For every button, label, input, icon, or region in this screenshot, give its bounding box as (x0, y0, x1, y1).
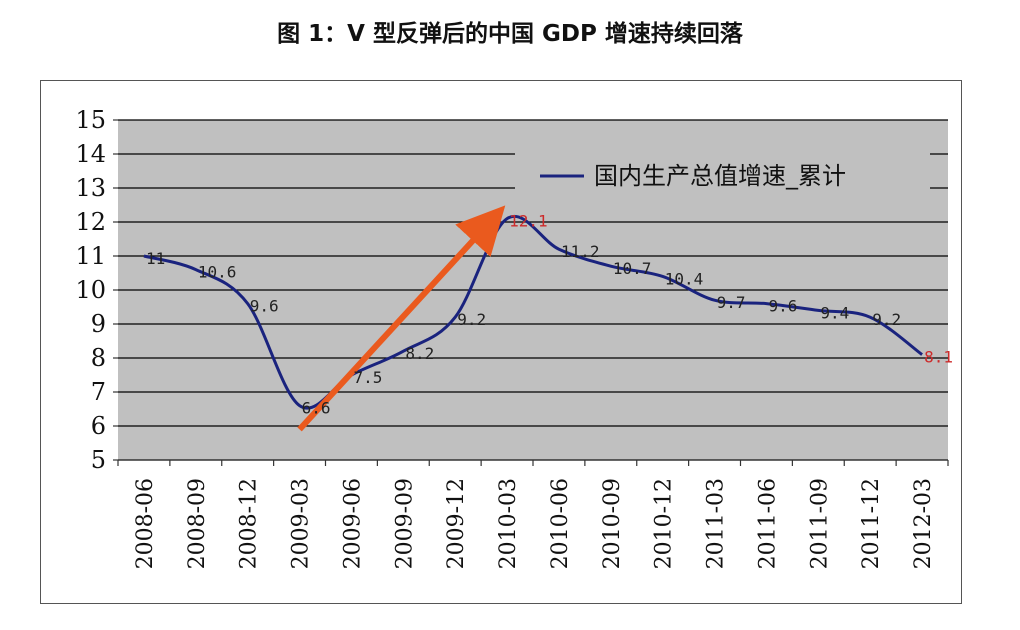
y-tick-label: 7 (91, 378, 106, 406)
y-tick-label: 12 (75, 208, 106, 236)
data-label: 6.6 (302, 399, 331, 418)
y-tick-label: 10 (75, 276, 106, 304)
x-tick-label: 2010-06 (548, 478, 573, 569)
x-axis: 2008-06 2008-09 2008-12 2009-03 2009-06 2009-… (117, 459, 949, 569)
x-tick-label: 2011-03 (704, 478, 729, 569)
y-tick-label: 15 (75, 106, 106, 134)
data-label: 11 (146, 249, 165, 268)
data-label: 10.4 (665, 269, 704, 288)
data-label: 10.7 (613, 259, 652, 278)
data-label: 8.2 (405, 344, 434, 363)
legend-box (515, 153, 930, 197)
x-tick-label: 2011-06 (755, 478, 780, 569)
data-labels: 11 10.6 9.6 6.6 7.5 8.2 9.2 12.1 11.2 10.7 10.4 9.7… (146, 212, 953, 418)
series-line-gdp-growth (143, 214, 923, 410)
x-tick-label: 2009-09 (392, 478, 417, 569)
x-tick-label: 2010-03 (496, 478, 521, 569)
data-label: 8.1 (924, 348, 953, 367)
x-tick-label: 2008-06 (133, 478, 158, 569)
x-tick-label: 2011-12 (859, 478, 884, 569)
data-label: 12.1 (509, 212, 548, 231)
legend: 国内生产总值增速_累计 (515, 153, 930, 197)
x-tick-label: 2009-06 (340, 478, 365, 569)
x-tick-label: 2009-03 (289, 478, 314, 569)
data-label: 9.4 (820, 303, 849, 322)
data-label: 9.2 (872, 310, 901, 329)
data-label: 11.2 (561, 242, 600, 261)
data-label: 10.6 (198, 263, 237, 282)
y-tick-label: 6 (91, 412, 106, 440)
chart-title: 图 1：V 型反弹后的中国 GDP 增速持续回落 (277, 21, 743, 47)
data-label: 9.7 (717, 293, 746, 312)
trend-arrow (297, 205, 506, 432)
y-tick-label: 11 (75, 242, 106, 270)
x-tick-label: 2009-12 (444, 478, 469, 569)
data-label: 9.2 (457, 310, 486, 329)
y-tick-label: 8 (91, 344, 106, 372)
x-tick-label: 2010-09 (600, 478, 625, 569)
y-tick-label: 9 (91, 310, 106, 338)
data-label: 7.5 (353, 368, 382, 387)
x-tick-label: 2008-12 (237, 478, 262, 569)
y-tick-label: 13 (75, 174, 106, 202)
x-tick-label: 2008-09 (185, 478, 210, 569)
x-tick-label: 2011-09 (807, 478, 832, 569)
y-tick-label: 5 (91, 446, 106, 474)
y-axis: 5 6 7 8 9 10 11 12 13 14 15 (75, 106, 118, 474)
legend-label: 国内生产总值增速_累计 (594, 162, 846, 190)
data-label: 9.6 (250, 297, 279, 316)
x-tick-label: 2010-12 (652, 478, 677, 569)
x-tick-label: 2012-03 (911, 478, 936, 569)
data-label: 9.6 (768, 297, 797, 316)
y-tick-label: 14 (75, 140, 106, 168)
